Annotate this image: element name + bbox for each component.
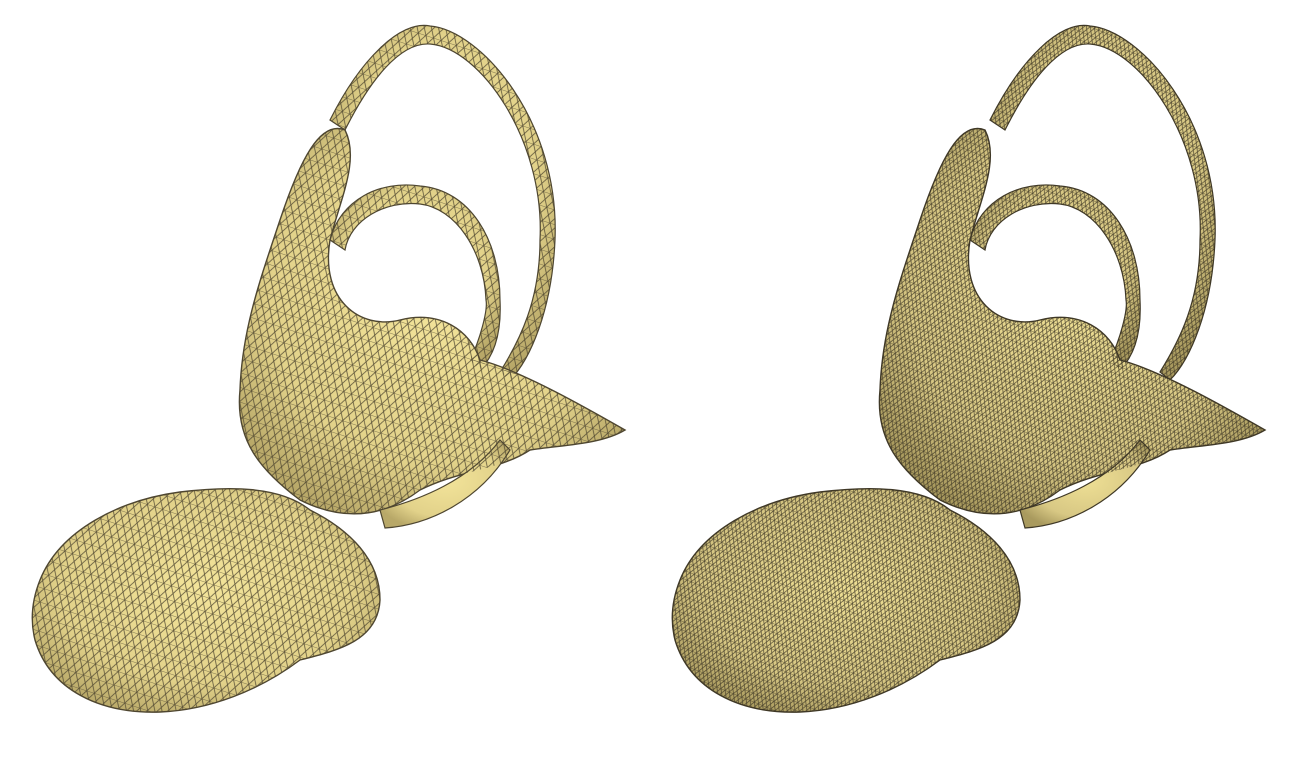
inner-ear-coarse-mesh — [31, 24, 627, 713]
inner-ear-model — [31, 24, 627, 713]
inner-ear-model — [671, 24, 1267, 713]
fine-wireframe-overlay — [672, 25, 1265, 713]
coarse-mesh-panel — [31, 24, 627, 713]
coarse-wireframe-overlay — [32, 25, 625, 713]
fine-mesh-panel — [650, 0, 1300, 765]
inner-ear-fine-mesh — [671, 24, 1267, 713]
